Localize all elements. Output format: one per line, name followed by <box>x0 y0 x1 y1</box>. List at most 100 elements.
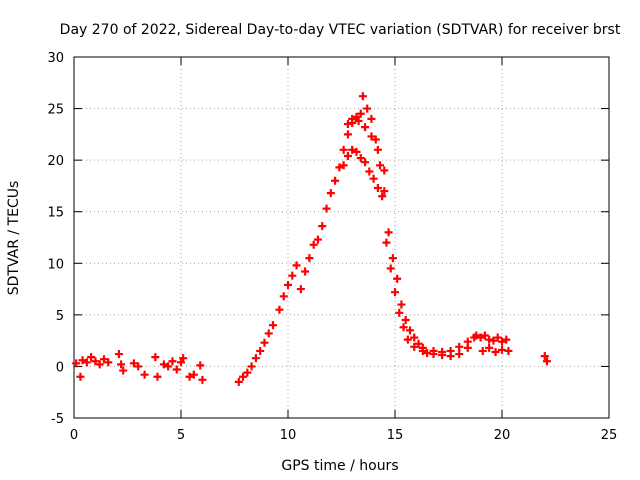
data-point <box>185 372 194 381</box>
data-point <box>164 362 173 371</box>
data-point <box>361 158 370 167</box>
data-point <box>498 337 506 346</box>
x-tick-label: 5 <box>177 428 185 443</box>
data-point <box>455 350 464 359</box>
data-point <box>339 145 348 154</box>
data-point <box>403 335 412 344</box>
y-tick-label: 5 <box>56 309 64 324</box>
data-point <box>168 357 177 366</box>
data-point <box>239 372 248 381</box>
data-point <box>367 114 376 123</box>
data-point <box>397 300 406 309</box>
data-point <box>275 305 284 314</box>
data-point <box>247 362 256 371</box>
data-point <box>196 361 205 370</box>
data-point <box>480 331 489 340</box>
data-point <box>395 308 404 317</box>
x-axis-label: GPS time / hours <box>281 458 398 474</box>
data-point <box>399 323 408 332</box>
data-point <box>335 163 344 172</box>
data-point <box>309 240 318 249</box>
data-point <box>358 92 367 101</box>
data-point <box>410 333 419 342</box>
data-point <box>260 338 269 347</box>
data-point <box>378 192 387 201</box>
data-point <box>542 357 551 366</box>
data-point <box>367 132 376 141</box>
data-point <box>339 161 348 170</box>
data-point <box>446 346 455 355</box>
data-point <box>179 354 188 363</box>
y-tick-label: -5 <box>51 412 64 427</box>
data-point <box>177 358 185 367</box>
data-point <box>491 347 500 356</box>
data-point <box>380 187 389 196</box>
y-tick-label: 25 <box>47 103 64 118</box>
axis-ticks <box>73 56 610 419</box>
data-point <box>361 123 370 132</box>
x-tick-label: 20 <box>494 428 511 443</box>
data-point <box>429 346 438 355</box>
data-point <box>348 114 357 123</box>
data-point <box>388 254 397 263</box>
data-point <box>119 366 128 375</box>
data-point <box>369 174 378 183</box>
data-point <box>331 176 340 185</box>
data-point <box>117 360 126 369</box>
x-tick-label: 25 <box>601 428 618 443</box>
data-point <box>76 372 85 381</box>
data-point <box>356 154 365 163</box>
data-point <box>99 355 108 364</box>
data-point <box>292 261 301 270</box>
data-point <box>352 147 361 156</box>
y-tick-label: 15 <box>47 206 64 221</box>
data-point <box>91 357 100 366</box>
data-point <box>386 264 395 273</box>
data-point <box>438 347 447 356</box>
data-point <box>264 329 273 338</box>
data-point <box>410 342 419 351</box>
data-point <box>380 166 389 175</box>
data-point <box>322 204 331 213</box>
data-point <box>256 346 265 355</box>
x-tick-labels: 0 5 10 15 20 25 <box>70 428 617 443</box>
data-point <box>251 354 260 363</box>
data-point <box>401 316 410 325</box>
data-point <box>504 346 513 355</box>
x-tick-label: 15 <box>387 428 404 443</box>
data-point <box>301 267 310 276</box>
data-point <box>376 161 385 170</box>
data-point <box>352 112 361 121</box>
data-point <box>326 189 335 198</box>
data-point <box>72 359 81 368</box>
data-point <box>343 152 352 161</box>
data-point <box>463 337 472 346</box>
y-tick-label: 30 <box>47 51 64 66</box>
data-point <box>129 359 138 368</box>
data-point <box>382 238 391 247</box>
data-point <box>269 321 278 330</box>
data-point <box>478 346 487 355</box>
data-point <box>114 350 123 359</box>
data-point <box>343 120 352 129</box>
data-point <box>363 104 372 113</box>
data-point <box>373 183 382 192</box>
data-point <box>502 335 511 344</box>
data-point <box>485 343 494 352</box>
data-point <box>151 353 160 362</box>
data-point <box>318 222 327 231</box>
y-tick-label: 10 <box>47 257 64 272</box>
data-point <box>279 292 288 301</box>
data-point <box>95 360 104 369</box>
data-point <box>172 365 181 374</box>
data-point <box>296 285 305 294</box>
data-point <box>354 116 363 125</box>
data-point <box>305 254 314 263</box>
data-point <box>414 339 423 348</box>
y-tick-label: 20 <box>47 154 64 169</box>
data-point <box>189 370 198 379</box>
data-point <box>365 167 374 176</box>
data-point <box>356 109 365 118</box>
chart-title: Day 270 of 2022, Sidereal Day-to-day VTE… <box>60 22 621 38</box>
